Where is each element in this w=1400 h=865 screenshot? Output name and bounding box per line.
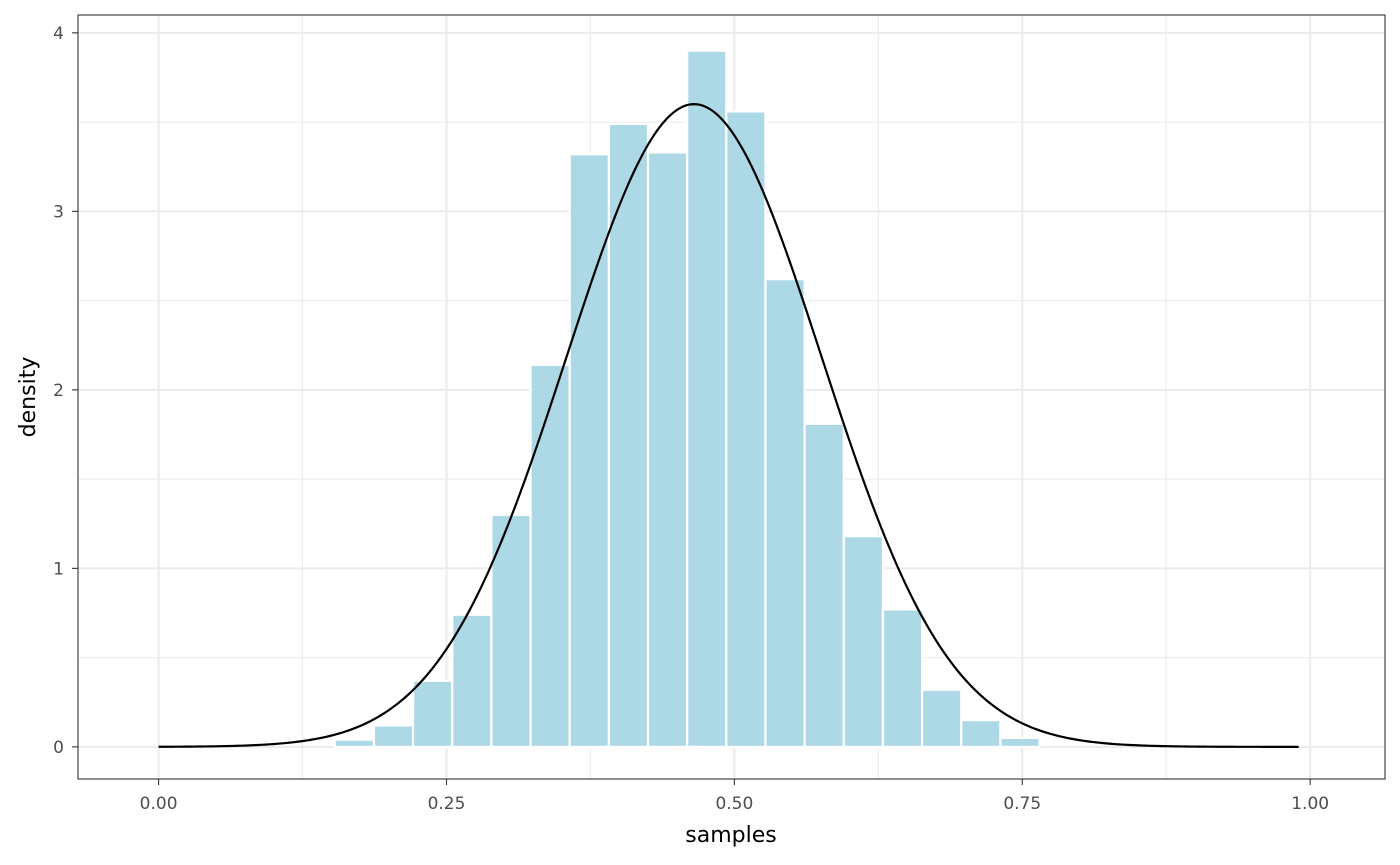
y-tick-label: 4 bbox=[53, 24, 64, 44]
y-tick-label: 3 bbox=[53, 202, 64, 222]
x-tick-label: 0.25 bbox=[428, 794, 466, 814]
x-tick-label: 0.00 bbox=[140, 794, 178, 814]
y-axis-title: density bbox=[16, 357, 41, 438]
x-tick-label: 0.50 bbox=[715, 794, 753, 814]
plot-panel-border bbox=[77, 14, 1386, 780]
histogram-bar bbox=[999, 736, 1041, 748]
histogram-bar bbox=[411, 679, 454, 748]
histogram-bar bbox=[881, 608, 924, 748]
histogram-bar bbox=[725, 110, 767, 748]
histogram-bar bbox=[372, 724, 415, 748]
histogram-bars bbox=[333, 49, 1041, 748]
histogram-bar bbox=[960, 718, 1002, 748]
density-curve bbox=[158, 103, 1299, 748]
histogram-bar bbox=[451, 613, 493, 748]
histogram-bar bbox=[920, 688, 963, 748]
x-axis-ticks: 0.00 0.25 0.50 0.75 1.00 bbox=[140, 779, 1329, 814]
histogram-bar bbox=[646, 151, 689, 748]
y-tick-label: 1 bbox=[53, 559, 64, 579]
x-tick-label: 1.00 bbox=[1291, 794, 1329, 814]
y-axis-ticks: 0 1 2 3 4 bbox=[53, 24, 78, 758]
histogram-bar bbox=[529, 363, 571, 748]
y-tick-label: 0 bbox=[53, 738, 64, 758]
histogram-bar bbox=[764, 278, 806, 748]
histogram-bar bbox=[607, 122, 650, 748]
histogram-bar bbox=[842, 535, 885, 748]
histogram-bar bbox=[568, 153, 610, 748]
y-tick-label: 2 bbox=[53, 381, 64, 401]
histogram-bar bbox=[686, 49, 728, 748]
x-axis-title: samples bbox=[685, 823, 776, 848]
x-tick-label: 0.75 bbox=[1003, 794, 1041, 814]
histogram-bar bbox=[803, 422, 845, 748]
histogram-bar bbox=[333, 738, 376, 748]
